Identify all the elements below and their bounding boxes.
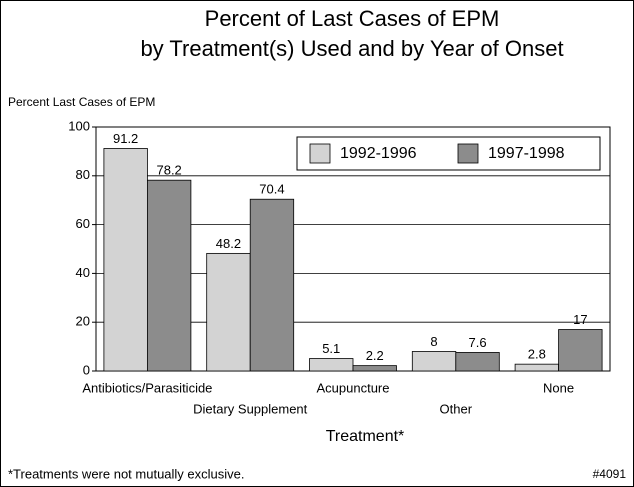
chart-title: by Treatment(s) Used and by Year of Onse… xyxy=(140,36,563,61)
data-label: 8 xyxy=(430,334,437,349)
y-axis-label: Percent Last Cases of EPM xyxy=(8,95,155,109)
data-label: 17 xyxy=(573,312,587,327)
data-label: 48.2 xyxy=(216,236,241,251)
bar xyxy=(103,148,148,372)
x-tick-label: Antibiotics/Parasiticide xyxy=(82,380,212,395)
y-tick-label: 0 xyxy=(83,362,90,377)
y-tick-label: 100 xyxy=(68,118,90,133)
chart-title: Percent of Last Cases of EPM xyxy=(205,6,500,31)
x-tick-label: Acupuncture xyxy=(317,380,390,395)
legend-label: 1992-1996 xyxy=(340,145,417,162)
legend-swatch xyxy=(457,143,479,164)
bar xyxy=(514,363,559,372)
x-tick-label: Dietary Supplement xyxy=(193,401,308,416)
y-tick-label: 40 xyxy=(76,265,90,280)
legend-label: 1997-1998 xyxy=(488,145,565,162)
x-tick-label: Other xyxy=(440,401,473,416)
x-tick-label: None xyxy=(543,380,574,395)
legend-swatch xyxy=(309,143,331,164)
data-label: 78.2 xyxy=(156,163,181,178)
data-label: 5.1 xyxy=(322,341,340,356)
footnote: *Treatments were not mutually exclusive. xyxy=(8,466,245,481)
y-tick-label: 20 xyxy=(76,314,90,329)
bar xyxy=(249,198,295,372)
data-label: 91.2 xyxy=(113,131,138,146)
legend-box xyxy=(296,136,601,171)
data-label: 7.6 xyxy=(469,335,487,350)
y-tick-label: 60 xyxy=(76,216,90,231)
bar xyxy=(558,329,603,372)
data-label: 2.2 xyxy=(366,348,384,363)
bar xyxy=(352,365,397,372)
data-label: 2.8 xyxy=(528,347,546,362)
x-axis-label: Treatment* xyxy=(326,428,405,445)
bar xyxy=(146,179,192,372)
bar xyxy=(309,358,354,372)
bar xyxy=(206,252,251,372)
y-tick-label: 80 xyxy=(76,167,90,182)
bar xyxy=(455,352,500,372)
figure-id: #4091 xyxy=(593,467,627,481)
bar xyxy=(411,351,457,372)
data-label: 70.4 xyxy=(259,182,284,197)
